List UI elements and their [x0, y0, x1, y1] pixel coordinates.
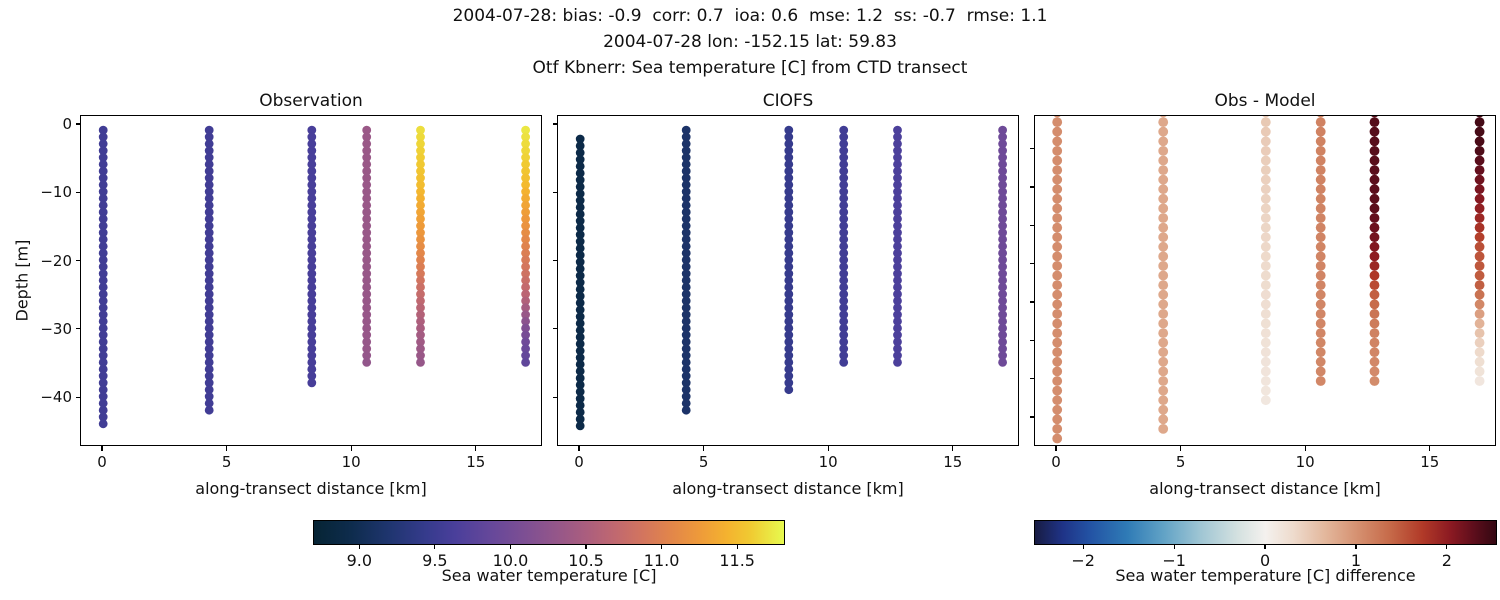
x-tick-mark: [1180, 446, 1182, 451]
colorbar-tick-label: 0: [1259, 551, 1271, 570]
panel-observation-axes: 0 5 10 15 0 −10 −20 −30 −40: [40, 115, 542, 471]
colorbar-tick-mark: [1446, 544, 1448, 549]
y-tick-label: −20: [40, 251, 72, 270]
panel-title-observation: Observation: [259, 91, 363, 111]
x-tick-mark: [827, 446, 829, 451]
x-tick-mark: [952, 446, 954, 451]
colorbar-temperature-label: Sea water temperature [C]: [441, 566, 657, 585]
panel-title-obs-model: Obs - Model: [1214, 91, 1316, 111]
colorbar-tick-label: −2: [1071, 551, 1095, 570]
colorbar-tick-label: 9.5: [422, 551, 448, 570]
y-tick-mark: [1029, 378, 1034, 380]
colorbar-tick-mark: [1082, 544, 1084, 549]
y-tick-mark: [1029, 301, 1034, 303]
colorbar-tick-mark: [660, 544, 663, 549]
panel-obs-model-axes: 0 5 10 15: [1029, 115, 1496, 471]
colorbar-tick-label: 11.5: [719, 551, 755, 570]
x-tick-label: 10: [341, 453, 361, 471]
y-tick-label: −30: [40, 319, 72, 338]
x-tick-label: 10: [1295, 453, 1315, 471]
x-tick-mark: [703, 446, 705, 451]
panel-ciofs-axes: 0 5 10 15: [552, 115, 1019, 471]
x-axis-label-ciofs: along-transect distance [km]: [672, 479, 904, 498]
y-tick-mark: [1029, 339, 1034, 341]
y-tick-mark: [552, 123, 557, 125]
y-tick-label: −40: [40, 388, 72, 407]
colorbar-tick-mark: [434, 544, 436, 549]
x-tick-label: 5: [221, 453, 232, 471]
y-tick-mark: [552, 328, 557, 330]
x-tick-mark: [1055, 446, 1057, 451]
colorbar-tick-mark: [736, 544, 738, 549]
colorbar-tick-mark: [1264, 544, 1266, 549]
suptitle-variable-line: Otf Kbnerr: Sea temperature [C] from CTD…: [532, 58, 968, 78]
y-tick-mark: [1029, 147, 1034, 150]
colorbar-tick-label: 1: [1350, 551, 1362, 570]
y-tick-mark: [75, 191, 80, 193]
y-tick-mark: [1029, 416, 1034, 418]
colorbar-tick-label: 10.5: [568, 551, 604, 570]
x-tick-label: 15: [943, 453, 963, 471]
colorbar-difference-label: Sea water temperature [C] difference: [1115, 566, 1416, 585]
colorbar-tick-mark: [1173, 544, 1175, 549]
x-tick-mark: [1429, 446, 1431, 451]
y-axis-label: Depth [m]: [12, 239, 32, 322]
colorbar-tick-mark: [509, 544, 512, 549]
x-tick-label: 0: [97, 453, 107, 471]
y-tick-mark: [75, 260, 80, 262]
colorbar-tick-label: 10.0: [492, 551, 529, 570]
y-tick-label: 0: [62, 115, 72, 133]
colorbar-tick-label: 9.0: [346, 551, 373, 570]
colorbar-tick-mark: [585, 544, 587, 549]
colorbar-tick-mark: [358, 544, 360, 549]
y-tick-mark: [75, 123, 80, 125]
y-tick-mark: [1029, 224, 1034, 226]
y-tick-mark: [552, 396, 557, 398]
scatter-points-observation: [98, 125, 530, 429]
x-tick-label: 0: [1051, 453, 1061, 471]
y-tick-mark: [75, 328, 80, 330]
y-tick-mark: [1029, 186, 1034, 188]
y-tick-mark: [552, 260, 557, 262]
x-tick-label: 5: [1175, 453, 1186, 471]
suptitle-stats-line: 2004-07-28: bias: -0.9 corr: 0.7 ioa: 0.…: [452, 6, 1048, 26]
x-axis-label-observation: along-transect distance [km]: [195, 479, 427, 498]
colorbar-tick-label: 2: [1441, 551, 1452, 570]
x-tick-mark: [1304, 446, 1306, 451]
y-tick-mark: [552, 191, 557, 193]
x-tick-mark: [226, 446, 228, 451]
panel-title-ciofs: CIOFS: [762, 91, 814, 111]
suptitle-location-line: 2004-07-28 lon: -152.15 lat: 59.83: [603, 32, 897, 52]
colorbar-temperature: 9.0 9.5 10.0 10.5 11.0 11.5: [313, 520, 785, 570]
x-axis-label-obs-model: along-transect distance [km]: [1149, 479, 1381, 498]
x-tick-mark: [475, 446, 477, 451]
y-tick-label: −10: [40, 183, 72, 202]
x-tick-label: 5: [698, 453, 709, 471]
colorbar-difference: −2 −1 0 1 2: [1034, 520, 1497, 570]
x-tick-mark: [578, 446, 580, 451]
x-tick-label: 10: [818, 453, 838, 471]
scatter-points-obs-model: [1052, 116, 1485, 444]
y-tick-mark: [1029, 263, 1034, 265]
x-tick-mark: [350, 446, 352, 451]
x-tick-label: 15: [1420, 453, 1440, 471]
y-tick-mark: [75, 396, 80, 398]
colorbar-tick-label: 11.0: [643, 551, 680, 570]
colorbar-tick-mark: [1355, 544, 1357, 549]
colorbar-tick-label: −1: [1162, 551, 1186, 570]
x-tick-label: 15: [466, 453, 486, 471]
x-tick-label: 0: [574, 453, 584, 471]
x-tick-mark: [101, 446, 103, 451]
scatter-points-ciofs: [575, 125, 1007, 431]
